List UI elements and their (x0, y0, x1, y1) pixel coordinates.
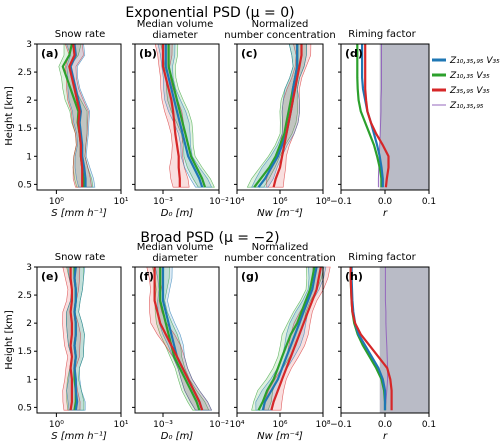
ytick-label-r2c1-5: 0.5 (18, 403, 32, 413)
xtick-label-r2c1-1: 10¹ (113, 420, 128, 430)
header-d0-2b: diameter (152, 253, 198, 264)
ytick-label-r2c1-3: 1.5 (18, 347, 32, 357)
band-blue-r2c3 (255, 266, 327, 411)
ytick-label-r2c1-0: 3 (26, 263, 32, 273)
xtick-label-r2c3-2: 10⁸ (315, 420, 330, 430)
xtick-label-r1c3-0: 10⁴ (229, 197, 244, 207)
series-red-r2c3 (270, 266, 322, 411)
xlabel-r2c4: r (383, 431, 388, 441)
header-d0-2a: Median volume (137, 242, 214, 253)
axes-frame-r1c2 (134, 43, 220, 191)
header-snow-rate-1: Snow rate (55, 29, 105, 40)
xtick-label-r2c1-0: 10⁰ (49, 420, 64, 430)
legend-label-green: Z₁₀,₃₅ V₃₅ (449, 71, 490, 81)
ytick-label-r2c1-1: 2.5 (18, 291, 32, 301)
ylabel-row2: Height [km] (4, 310, 15, 370)
series-red-r1c2 (161, 44, 181, 188)
legend-label-purple: Z₁₀,₃₅,₉₅ (449, 101, 484, 111)
series-green-r2c2 (159, 267, 201, 411)
series-blue-r1c2 (164, 44, 204, 188)
ytick-label-r1c1-3: 1.5 (18, 124, 32, 134)
header-nw-2b: number concentration (224, 253, 335, 264)
panel-label-r2c2: (f) (139, 270, 154, 283)
xtick-label-r1c4-0: −0.1 (330, 197, 352, 207)
xtick-label-r1c3-2: 10⁸ (315, 197, 330, 207)
xtick-label-r2c2-0: 10⁻³ (153, 420, 173, 430)
panel-label-r2c3: (g) (241, 270, 259, 283)
series-red-r2c4 (349, 267, 393, 411)
xtick-label-r2c3-0: 10⁴ (229, 420, 244, 430)
xlabel-r2c3: Nw [m⁻⁴] (257, 430, 303, 441)
header-snow-rate-2: Snow rate (55, 252, 105, 263)
panel-label-r2c4: (h) (345, 270, 363, 283)
ytick-label-r1c1-0: 3 (26, 40, 32, 50)
series-blue-r1c1 (69, 43, 87, 188)
ytick-label-r1c1-5: 0.5 (18, 180, 32, 190)
axes-frame-r2c1 (36, 266, 122, 414)
xtick-label-r2c4-1: 0.0 (378, 420, 393, 430)
xtick-label-r2c4-0: −0.1 (330, 420, 352, 430)
ytick-label-r2c1-2: 2 (26, 319, 32, 329)
row-title-broad: Broad PSD (μ = −2) (140, 230, 279, 246)
xlabel-r2c1: S [mm h⁻¹] (51, 431, 107, 441)
xtick-label-r1c4-2: 0.1 (422, 197, 436, 207)
series-red-r1c4 (364, 44, 390, 188)
legend-label-red: Z₃₅,₉₅ V₃₅ (449, 86, 490, 96)
xtick-label-r1c3-1: 10⁶ (272, 197, 287, 207)
xtick-label-r2c2-1: 10⁻² (209, 420, 229, 430)
ylabel-row1: Height [km] (4, 86, 15, 146)
series-red-r1c3 (272, 44, 303, 188)
series-blue-r2c1 (73, 266, 79, 411)
xtick-label-r2c4-2: 0.1 (422, 420, 436, 430)
xlabel-r1c2: D₀ [m] (161, 208, 194, 219)
row-title-exponential: Exponential PSD (μ = 0) (125, 5, 294, 21)
legend-label-blue: Z₁₀,₃₅,₉₅ V₃₅ (449, 56, 500, 66)
header-d0-1a: Median volume (137, 19, 214, 30)
panel-label-r2c1: (e) (41, 270, 59, 283)
ytick-label-r2c1-4: 1 (26, 375, 32, 385)
header-riming-2: Riming factor (348, 252, 416, 263)
panel-label-r1c1: (a) (41, 47, 58, 60)
xtick-label-r1c1-1: 10¹ (113, 197, 128, 207)
panel-label-r1c3: (c) (241, 47, 258, 60)
riming-shade-r1c4 (379, 44, 429, 190)
xtick-label-r1c4-1: 0.0 (378, 197, 393, 207)
xlabel-r1c4: r (383, 208, 388, 219)
series-green-r1c4 (356, 44, 383, 188)
ytick-label-r1c1-1: 2.5 (18, 68, 32, 78)
series-green-r1c2 (167, 44, 207, 188)
panel-label-r1c4: (d) (345, 47, 363, 60)
series-red-r2c1 (69, 267, 74, 411)
ytick-label-r1c1-2: 2 (26, 96, 32, 106)
xlabel-r1c1: S [mm h⁻¹] (51, 208, 107, 219)
header-d0-1b: diameter (152, 30, 198, 41)
header-nw-1a: Normalized (252, 19, 309, 30)
xtick-label-r1c2-0: 10⁻³ (153, 197, 173, 207)
series-purple-r2c4 (384, 267, 389, 411)
xlabel-r2c2: D₀ [m] (161, 431, 194, 441)
ytick-label-r1c1-4: 1 (26, 152, 32, 162)
xtick-label-r1c1-0: 10⁰ (49, 197, 64, 207)
riming-shade-r2c4 (379, 267, 429, 413)
legend: Z₁₀,₃₅,₉₅ V₃₅ Z₁₀,₃₅ V₃₅ Z₃₅,₉₅ V₃₅ Z₁₀,… (432, 56, 500, 111)
header-nw-1b: number concentration (224, 30, 335, 41)
series-red-r1c1 (68, 43, 84, 188)
xtick-label-r1c2-1: 10⁻² (209, 197, 229, 207)
header-nw-2a: Normalized (252, 242, 309, 253)
xtick-label-r2c3-1: 10⁶ (272, 420, 287, 430)
axes-frame-r1c1 (36, 43, 122, 191)
series-blue-r2c3 (261, 266, 318, 411)
series-green-r2c3 (257, 266, 316, 411)
axes-frame-r2c2 (134, 266, 220, 414)
xlabel-r1c3: Nw [m⁻⁴] (257, 207, 303, 219)
panel-label-r1c2: (b) (139, 47, 157, 60)
series-red-r2c2 (153, 267, 204, 411)
header-riming-1: Riming factor (348, 29, 416, 40)
